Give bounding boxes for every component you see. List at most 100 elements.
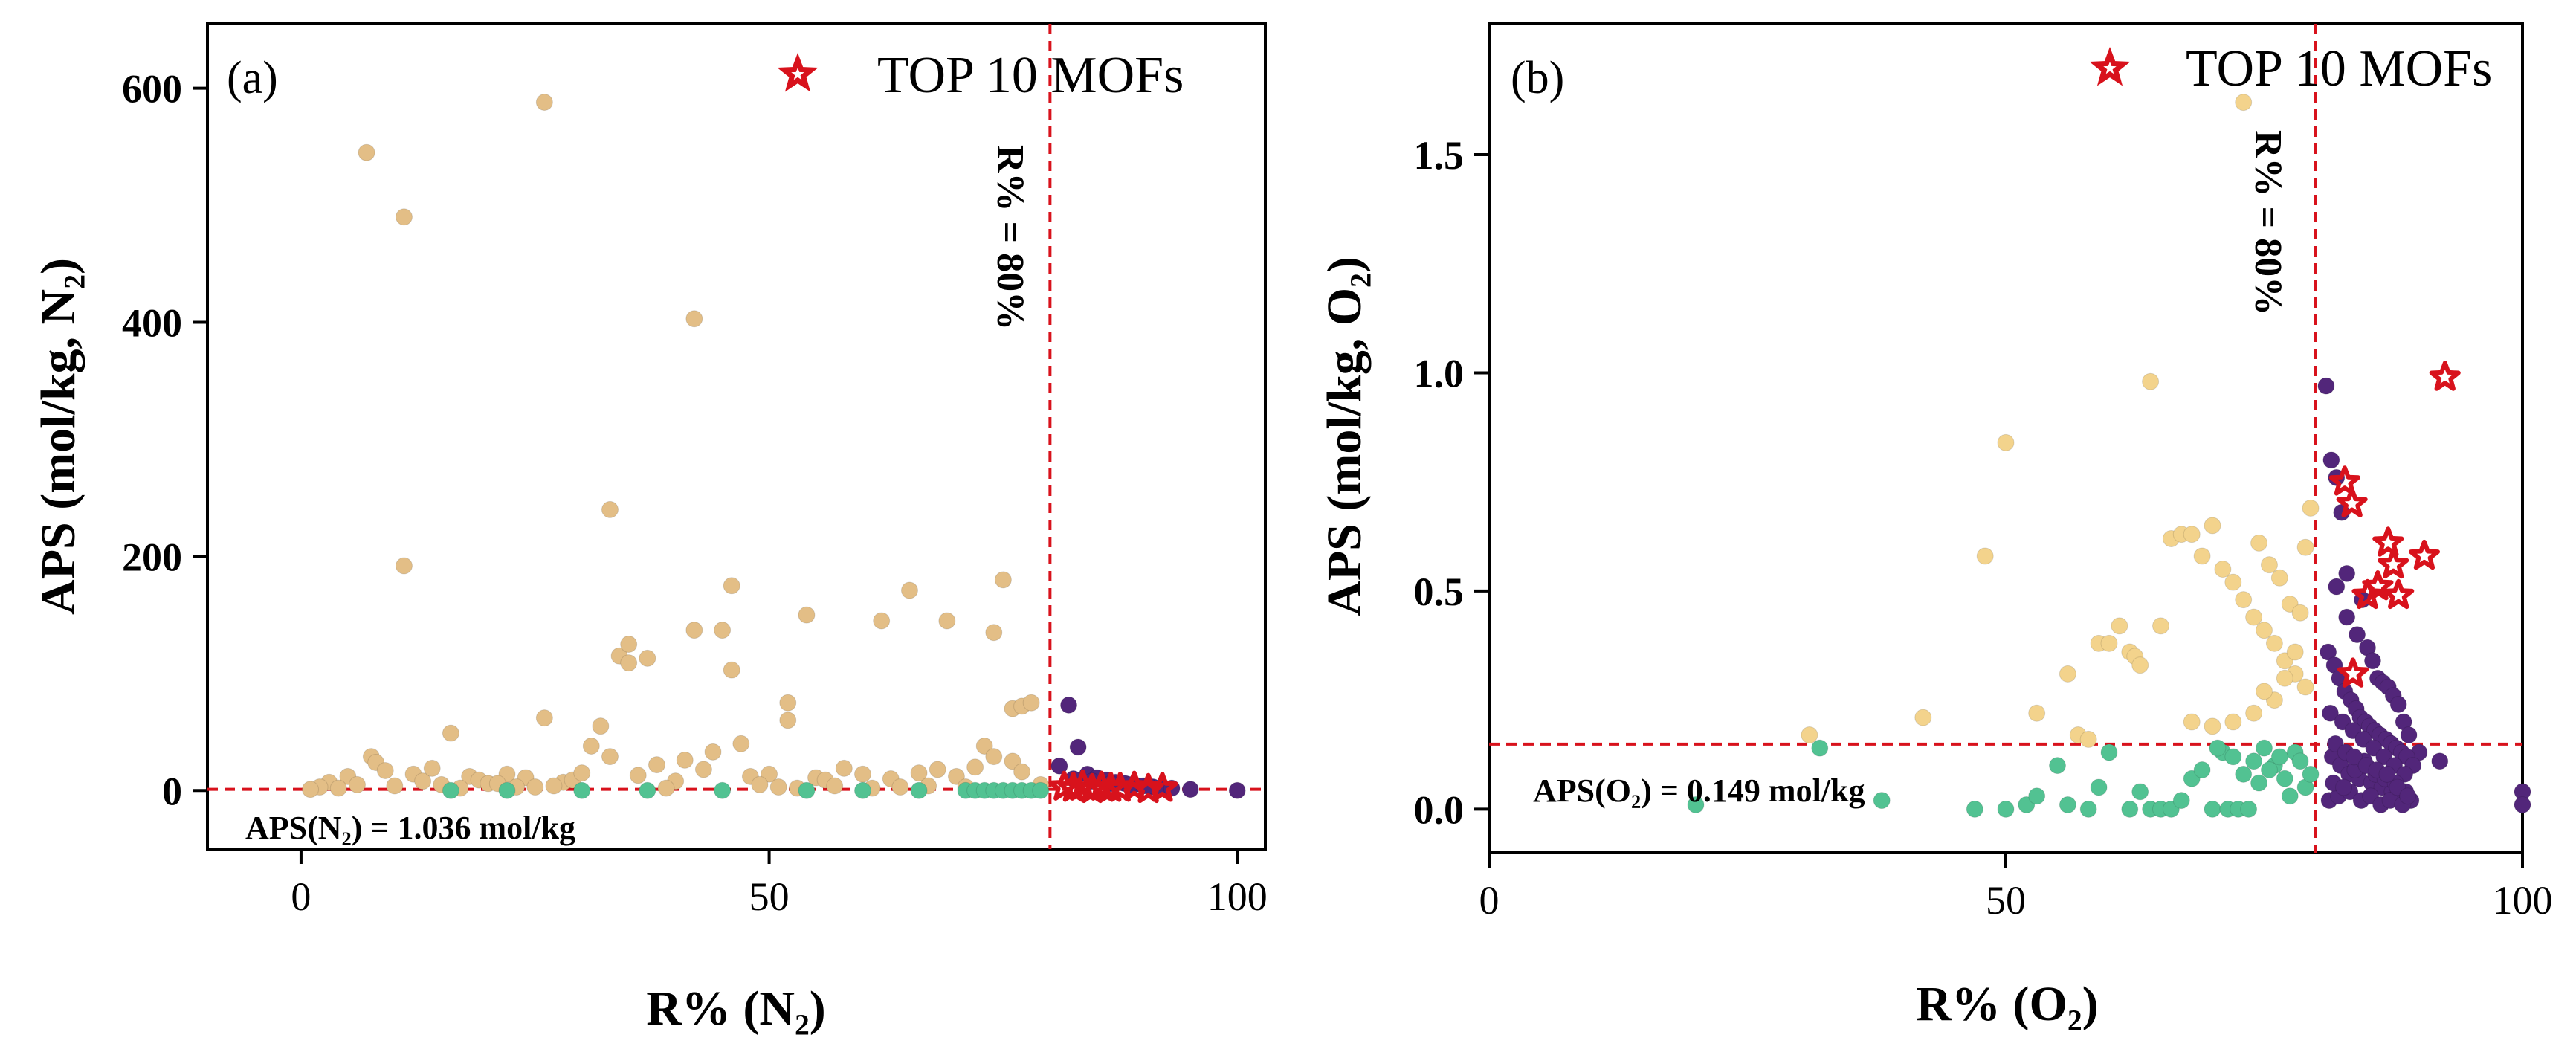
high-aps-point-a — [873, 612, 891, 630]
low-aps-point-b — [2260, 761, 2278, 778]
high-aps-point-b — [2059, 665, 2076, 683]
low-aps-point-b — [2245, 752, 2263, 770]
high-r--point-a — [1181, 781, 1199, 798]
panel-label-a: (a) — [227, 53, 278, 103]
high-aps-point-b — [2183, 713, 2201, 731]
top10-star-point-b — [2328, 465, 2360, 496]
high-aps-point-b — [2028, 704, 2046, 722]
high-aps-point-a — [985, 748, 1003, 766]
high-aps-point-b — [2235, 94, 2253, 112]
y-tick-label-b: 0.0 — [1414, 787, 1465, 832]
low-aps-point-b — [2224, 748, 2242, 766]
high-aps-point-b — [2224, 573, 2242, 591]
high-aps-point-b — [2100, 634, 2118, 652]
high-aps-point-a — [826, 777, 844, 795]
high-r--point-b — [2363, 652, 2381, 670]
top10-star-point-b — [2378, 548, 2409, 579]
low-aps-point-b — [2256, 739, 2273, 757]
low-aps-point-b — [2270, 748, 2288, 766]
high-aps-point-b — [2256, 683, 2273, 700]
high-r--point-b — [2514, 796, 2531, 813]
high-r--point-b — [2338, 608, 2356, 626]
low-aps-point-b — [2131, 783, 2149, 801]
high-r--point-a — [1050, 757, 1068, 775]
high-aps-point-b — [2142, 372, 2160, 390]
x-tick-label-a: 0 — [291, 874, 311, 919]
low-aps-point-a — [854, 781, 872, 799]
low-aps-point-b — [2193, 761, 2211, 778]
high-aps-point-a — [779, 712, 797, 729]
guide-lines-b — [1489, 24, 2522, 853]
top10-star-point-b — [2408, 539, 2440, 570]
high-aps-point-b — [2265, 634, 2283, 652]
top10-star-point-b — [2383, 578, 2415, 610]
high-aps-point-a — [573, 764, 591, 782]
high-aps-point-a — [779, 694, 797, 712]
low-aps-point-a — [442, 781, 459, 799]
high-aps-point-a — [386, 777, 404, 795]
high-aps-point-a — [761, 765, 778, 783]
high-aps-point-b — [2152, 617, 2169, 635]
high-aps-point-a — [966, 758, 984, 776]
hline-label-a: APS(N₂) = 1.036 mol/kg — [245, 810, 575, 846]
low-aps-point-a — [1032, 781, 1050, 799]
high-aps-point-b — [2245, 704, 2263, 722]
high-aps-point-a — [723, 661, 740, 679]
low-aps-point-a — [714, 781, 732, 799]
high-aps-point-a — [376, 762, 394, 780]
top10-star-point-b — [2372, 526, 2404, 557]
low-aps-point-b — [1687, 796, 1705, 813]
high-aps-point-a — [535, 709, 553, 727]
high-aps-point-a — [620, 654, 638, 672]
high-aps-point-a — [639, 649, 656, 667]
high-aps-point-b — [2224, 713, 2242, 731]
high-aps-point-a — [395, 208, 413, 226]
x-axis-title-b: R% (O₂) — [1916, 977, 2098, 1031]
low-aps-point-a — [798, 781, 816, 799]
high-aps-point-b — [2296, 538, 2314, 556]
high-aps-point-a — [732, 735, 750, 752]
high-aps-point-a — [648, 756, 665, 774]
low-aps-point-b — [2090, 778, 2108, 796]
high-aps-point-b — [2204, 717, 2221, 735]
top10-star-point-b — [2429, 361, 2461, 391]
y-tick-label-a: 0 — [162, 769, 182, 813]
high-aps-point-b — [2079, 730, 2097, 748]
low-aps-point-b — [1966, 800, 1983, 818]
top10-star-point-b — [2336, 487, 2368, 517]
high-aps-point-b — [1976, 547, 1994, 565]
high-aps-point-a — [975, 737, 993, 755]
high-aps-point-a — [910, 764, 928, 782]
low-aps-point-b — [2291, 752, 2309, 770]
low-aps-point-b — [2204, 800, 2221, 818]
high-aps-point-b — [2193, 547, 2211, 565]
y-tick-label-b: 0.5 — [1414, 570, 1465, 614]
low-aps-point-b — [2281, 787, 2299, 805]
high-aps-point-a — [676, 751, 694, 769]
high-aps-point-b — [2276, 669, 2293, 687]
top10-star-point-b — [2337, 657, 2369, 688]
legend-label-a: TOP 10 MOFs — [877, 47, 1184, 104]
y-tick-label-b: 1.0 — [1414, 351, 1465, 396]
high-r--point-a — [1060, 696, 1078, 714]
low-aps-point-b — [2240, 800, 2258, 818]
high-aps-point-a — [900, 581, 918, 599]
x-tick-label-a: 100 — [1207, 874, 1268, 919]
high-aps-point-b — [2291, 604, 2309, 622]
x-tick-label-a: 50 — [749, 874, 790, 919]
low-aps-point-b — [2059, 796, 2076, 813]
high-aps-point-b — [2256, 622, 2273, 639]
high-r--point-b — [2400, 726, 2418, 744]
legend-star-icon-b — [2089, 47, 2131, 86]
high-aps-point-b — [2204, 517, 2221, 535]
high-aps-point-b — [2131, 656, 2149, 674]
y-tick-label-b: 1.5 — [1414, 133, 1465, 178]
plot-area-a — [206, 22, 1267, 851]
high-aps-point-a — [1004, 752, 1021, 770]
high-aps-point-a — [620, 635, 638, 653]
x-tick-label-b: 50 — [1986, 878, 2026, 923]
high-aps-point-a — [798, 606, 816, 624]
high-aps-point-a — [423, 759, 441, 777]
high-aps-point-a — [601, 748, 619, 766]
high-r--point-a — [1069, 738, 1087, 756]
